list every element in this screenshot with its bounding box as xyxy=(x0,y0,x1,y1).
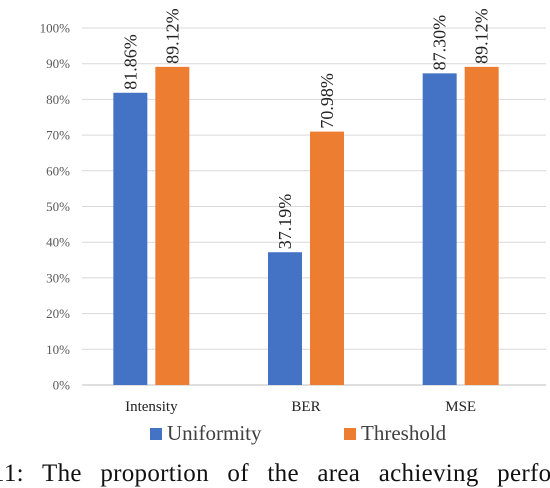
legend-label-threshold: Threshold xyxy=(361,421,447,445)
legend-label-uniformity: Uniformity xyxy=(167,421,262,445)
y-tick-label: 100% xyxy=(40,21,71,36)
y-tick-label: 90% xyxy=(46,56,70,71)
legend: Uniformity Threshold xyxy=(150,421,447,445)
bar-threshold-mse xyxy=(464,66,499,385)
category-label: Intensity xyxy=(125,399,178,415)
bar-chart: 0% 10% 20% 30% 40% 50% 60% 70% 80% 90% 100% 81.86%… xyxy=(40,8,546,445)
y-axis-tick-labels: 0% 10% 20% 30% 40% 50% 60% 70% 80% 90% 100% xyxy=(40,21,71,393)
legend-swatch-uniformity xyxy=(150,428,162,440)
legend-swatch-threshold xyxy=(344,428,356,440)
y-tick-label: 50% xyxy=(46,199,70,214)
bars xyxy=(113,66,499,386)
data-label: 89.12% xyxy=(162,8,182,64)
data-labels: 81.86% 89.12% 37.19% 70.98% 87.30% 89.12% xyxy=(120,8,491,249)
category-label: MSE xyxy=(445,399,476,415)
y-tick-label: 80% xyxy=(46,92,70,107)
bar-threshold-intensity xyxy=(155,66,190,385)
y-tick-label: 20% xyxy=(46,306,70,321)
data-label: 37.19% xyxy=(275,194,295,250)
data-label: 89.12% xyxy=(472,8,492,63)
y-tick-label: 30% xyxy=(46,270,70,285)
bar-uniformity-mse xyxy=(422,73,457,386)
figure-caption: 11: The proportion of the area achieving… xyxy=(0,460,550,487)
bar-uniformity-ber xyxy=(268,252,302,385)
data-label: 87.30% xyxy=(430,15,450,71)
y-tick-label: 0% xyxy=(53,378,71,393)
y-tick-label: 40% xyxy=(46,235,70,250)
bar-threshold-ber xyxy=(310,131,344,385)
y-tick-label: 10% xyxy=(46,342,70,357)
bar-uniformity-intensity xyxy=(113,92,148,385)
data-label: 70.98% xyxy=(317,73,337,129)
data-label: 81.86% xyxy=(120,34,140,90)
y-tick-label: 70% xyxy=(46,128,70,143)
category-label: BER xyxy=(291,399,320,415)
x-axis-category-labels: Intensity BER MSE xyxy=(125,399,476,415)
y-tick-label: 60% xyxy=(46,163,70,178)
